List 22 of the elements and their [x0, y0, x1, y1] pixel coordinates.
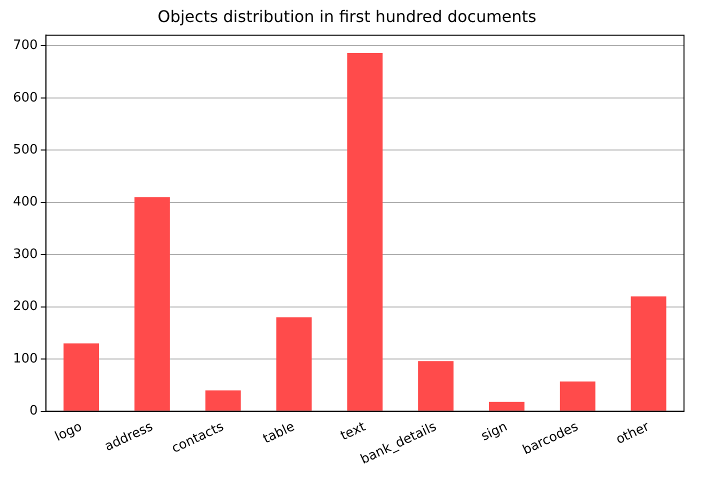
x-tick-label: sign [479, 419, 510, 444]
bar [489, 402, 524, 411]
bar [418, 361, 454, 411]
x-tick-label: logo [52, 419, 84, 445]
bar [560, 382, 596, 411]
chart-title: Objects distribution in first hundred documents [158, 6, 536, 26]
bar [64, 343, 99, 411]
y-tick-label: 200 [12, 299, 38, 314]
bar [347, 52, 383, 411]
y-tick-label: 700 [12, 38, 38, 54]
bar [630, 296, 666, 411]
y-tick-label: 300 [12, 246, 38, 262]
y-tick-label: 0 [30, 404, 38, 419]
bar [205, 390, 241, 411]
bar [276, 317, 312, 411]
x-tick-label: table [260, 419, 298, 447]
y-tick-label: 600 [12, 90, 38, 106]
y-tick-label: 400 [12, 194, 38, 210]
y-tick-label: 100 [12, 351, 38, 366]
y-tick-label: 500 [12, 142, 38, 158]
bar [134, 197, 170, 411]
x-tick-label: other [614, 419, 652, 448]
